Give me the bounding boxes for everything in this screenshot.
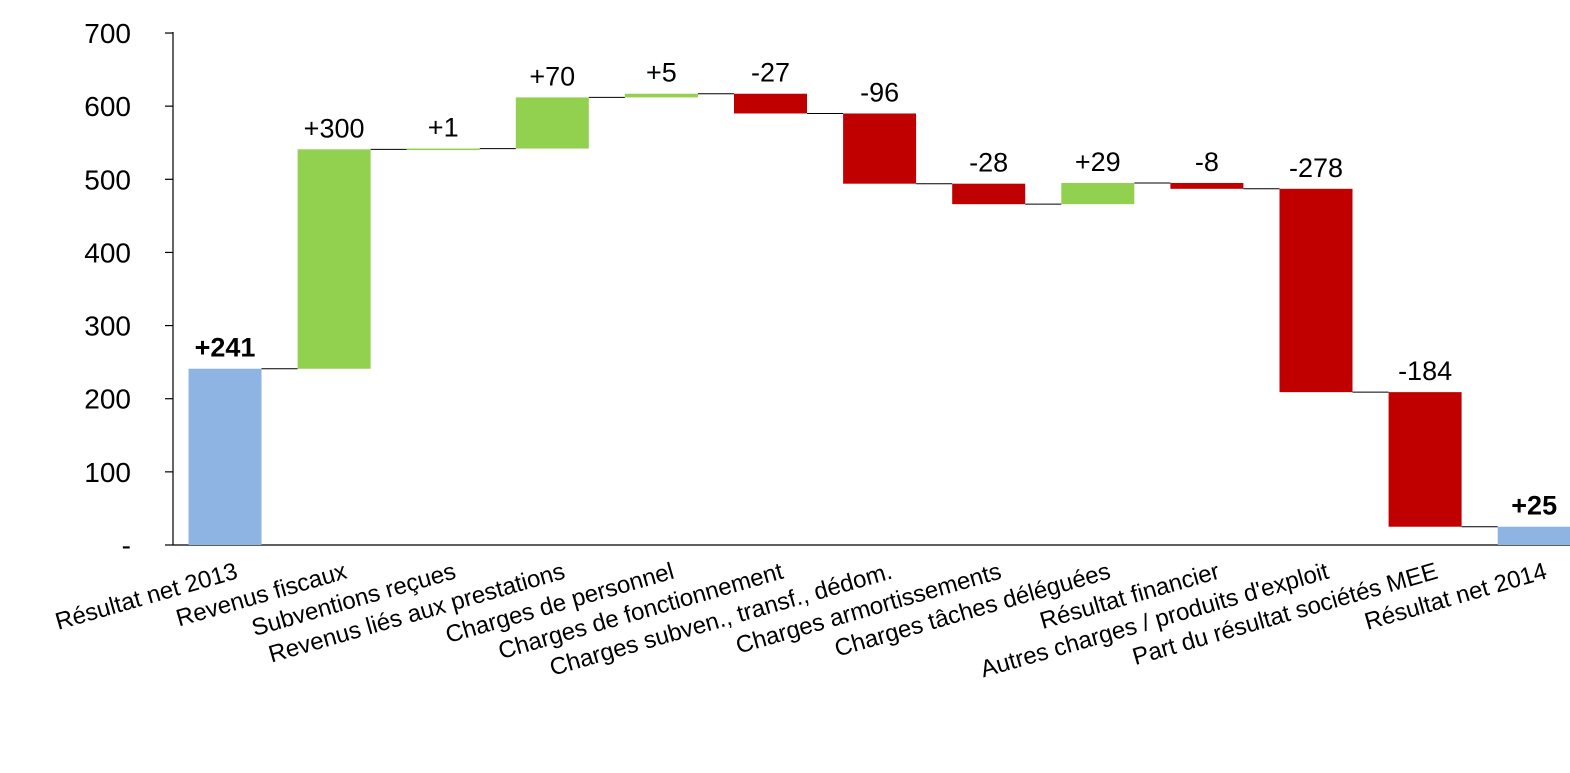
data-label: -8	[1195, 147, 1219, 177]
data-label: +70	[529, 61, 575, 91]
data-label: +241	[195, 333, 256, 363]
bar	[952, 183, 1026, 205]
data-label: +1	[428, 113, 459, 143]
bar	[843, 113, 917, 184]
bar	[1279, 188, 1353, 393]
bar	[515, 97, 589, 149]
y-tick-label: 500	[84, 164, 131, 195]
bar	[1061, 182, 1135, 205]
y-tick-label: 200	[84, 384, 131, 415]
data-label: -27	[751, 58, 790, 88]
bar	[624, 93, 698, 98]
y-tick-label: 300	[84, 311, 131, 342]
data-label: +300	[304, 113, 365, 143]
data-label: +25	[1511, 491, 1557, 521]
bar	[1388, 392, 1462, 527]
bar	[406, 148, 480, 151]
y-tick-label: 700	[84, 18, 131, 49]
data-label: +29	[1075, 147, 1121, 177]
bar	[297, 149, 371, 369]
data-label: -184	[1398, 356, 1452, 386]
bar	[734, 93, 807, 114]
y-tick-label: 100	[84, 457, 131, 488]
y-tick-label: -	[122, 530, 131, 561]
bar	[1170, 182, 1244, 189]
data-label: -278	[1289, 153, 1343, 183]
bar	[1497, 526, 1570, 545]
y-tick-label: 600	[84, 91, 131, 122]
y-tick-label: 400	[84, 237, 131, 268]
data-label: -96	[860, 77, 899, 107]
bar	[188, 368, 262, 545]
data-label: +5	[646, 58, 677, 88]
data-label: -28	[969, 148, 1008, 178]
